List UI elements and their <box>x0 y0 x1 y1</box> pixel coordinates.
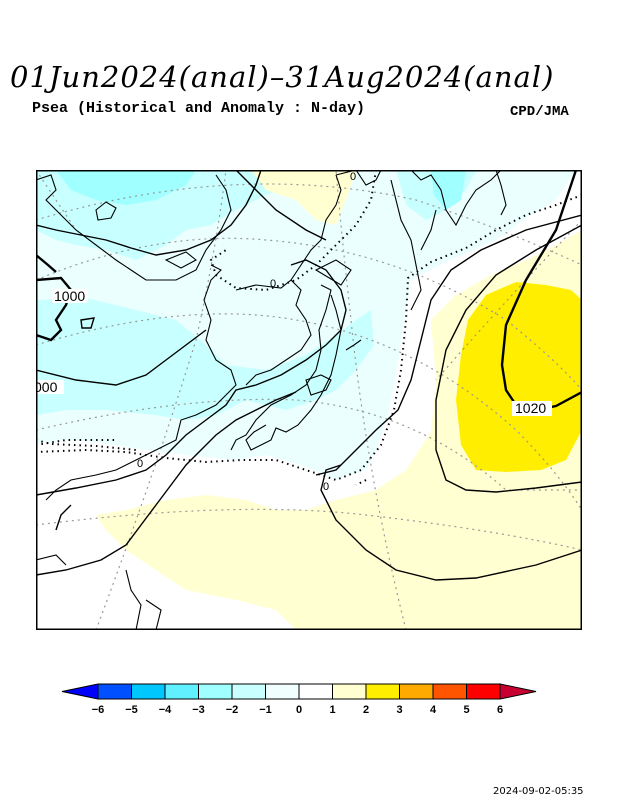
anomaly-zero-label-d: 0 <box>350 171 356 183</box>
isobar-1012 <box>315 214 582 476</box>
colorbar-swatch <box>466 683 501 700</box>
anomaly-colorbar: −6 −5 −4 −3 −2 −1 0 1 2 3 4 5 6 <box>61 683 537 716</box>
anomaly-shade-plus2 <box>456 282 582 472</box>
anomaly-shade-minus3-b <box>431 170 466 210</box>
anomaly-shade-minus2-b <box>36 298 374 420</box>
contour-label-group: 1000 000 1020 0 0 0 0 <box>36 171 552 493</box>
colorbar-swatch <box>399 683 434 700</box>
colorbar-swatch <box>164 683 199 700</box>
colorbar-swatch <box>265 683 300 700</box>
anomaly-shade-minus3 <box>56 170 196 205</box>
anomaly-shade-plus1 <box>96 230 582 630</box>
isobar-1000-edge-label: 000 <box>36 379 58 395</box>
agency-label: CPD/JMA <box>510 104 569 120</box>
colorbar-arrow-high <box>499 683 537 700</box>
colorbar-tick-label: −2 <box>226 704 239 716</box>
colorbar-tick-label: 5 <box>463 704 469 716</box>
colorbar-tick-label: −3 <box>192 704 205 716</box>
isobar-island-a <box>80 317 95 329</box>
anomaly-shade-plus1-rim <box>536 460 582 490</box>
colorbar-swatch <box>332 683 367 700</box>
colorbar-swatch <box>131 683 166 700</box>
anomaly-zero-label-a: 0 <box>270 278 276 290</box>
isobar-1000 <box>36 276 73 342</box>
coastlines <box>36 170 507 630</box>
timestamp: 2024-09-02-05:35 <box>493 786 584 797</box>
colorbar-swatch <box>198 683 233 700</box>
colorbar-swatch <box>97 683 132 700</box>
colorbar-tick-label: −4 <box>159 704 172 716</box>
colorbar-tick-label: 2 <box>363 704 369 716</box>
isobar-left-small <box>55 504 72 531</box>
colorbar-tick-label: 1 <box>329 704 335 716</box>
pressure-map: 1000 000 1020 0 0 0 0 <box>36 170 582 630</box>
colorbar-swatch <box>231 683 266 700</box>
anomaly-zero-label-b: 0 <box>137 458 143 470</box>
colorbar-tick-label: 3 <box>396 704 402 716</box>
colorbar-tick-label: −5 <box>125 704 138 716</box>
colorbar-arrow-low <box>61 683 99 700</box>
isobar-1000-label: 1000 <box>54 288 85 304</box>
map-subtitle: Psea (Historical and Anomaly : N-day) <box>32 100 366 117</box>
isobar-1016 <box>435 224 582 493</box>
anomaly-shade-plus1-b <box>251 170 356 225</box>
isobar-1020-label: 1020 <box>515 400 546 416</box>
colorbar-swatch <box>432 683 467 700</box>
map-title: 01Jun2024(anal)–31Aug2024(anal) <box>10 60 555 94</box>
isobar-north <box>235 170 327 241</box>
isobar-1000-upper <box>36 254 57 273</box>
colorbar-tick-label: −6 <box>92 704 105 716</box>
colorbar-tick-label: 6 <box>497 704 503 716</box>
colorbar-swatch <box>298 683 333 700</box>
colorbar-tick-label: 0 <box>296 704 302 716</box>
isobar-west <box>36 329 207 386</box>
isobar-west-north <box>36 170 262 256</box>
anomaly-zero-label-c: 0 <box>323 481 329 493</box>
isobar-1016-south <box>320 464 582 581</box>
isobars <box>36 170 582 581</box>
colorbar-swatch <box>365 683 400 700</box>
colorbar-tick-label: 4 <box>430 704 437 716</box>
colorbar-tick-label: −1 <box>259 704 272 716</box>
anomaly-zero-contours <box>36 170 582 486</box>
isobar-1004 <box>36 391 297 576</box>
isobar-1008 <box>36 259 347 496</box>
